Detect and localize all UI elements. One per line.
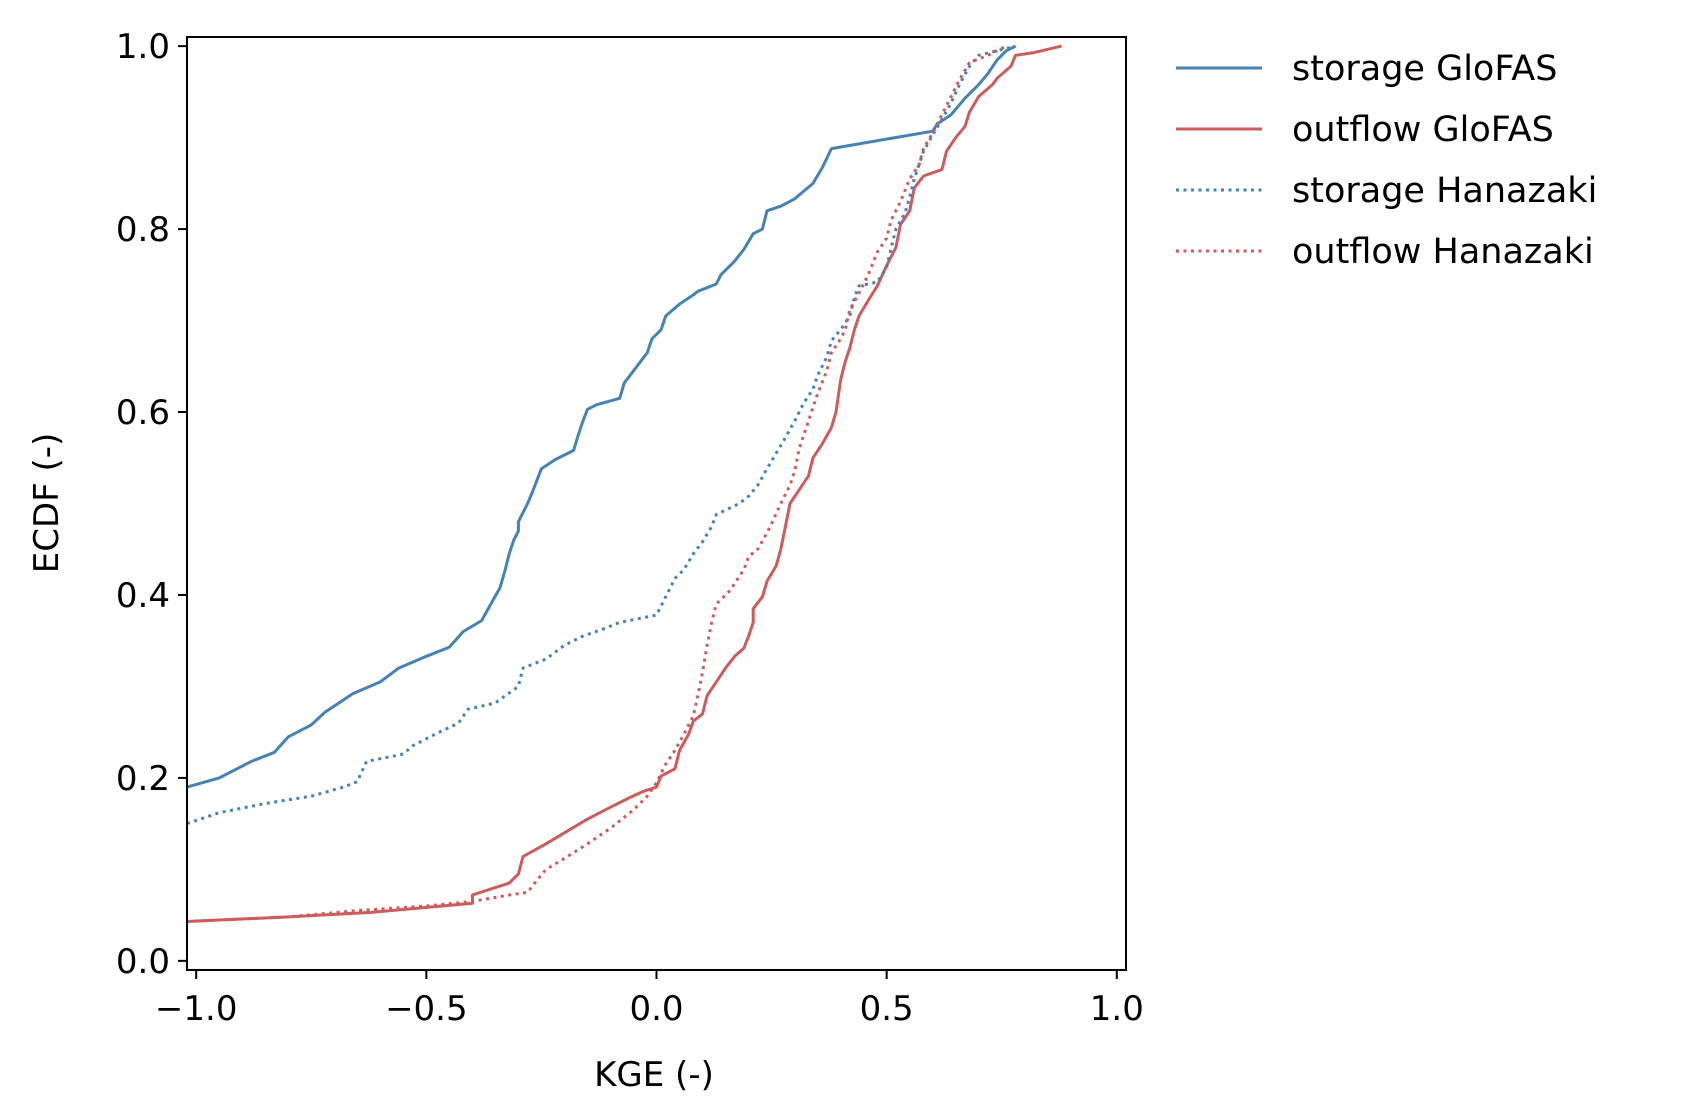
series-line-storage-glofas [186, 44, 1017, 789]
legend-item-storage-glofas: storage GloFAS [1176, 49, 1557, 89]
legend-label: outflow GloFAS [1292, 110, 1554, 150]
x-tick-label: 1.0 [1090, 989, 1144, 1029]
series-layer [186, 44, 1062, 923]
x-tick-label: 0.0 [629, 989, 683, 1029]
legend-label: storage Hanazaki [1292, 171, 1597, 211]
y-axis-label: ECDF (-) [27, 433, 67, 574]
legend-item-outflow-hanazaki: outflow Hanazaki [1176, 232, 1594, 272]
series-line-outflow-hanazaki [186, 44, 1007, 923]
legend-item-outflow-glofas: outflow GloFAS [1176, 110, 1554, 150]
y-tick-label: 1.0 [116, 27, 170, 67]
y-tick-label: 0.4 [116, 576, 170, 616]
y-tick-label: 0.2 [116, 759, 170, 799]
legend-label: outflow Hanazaki [1292, 232, 1594, 272]
legend-label: storage GloFAS [1292, 49, 1557, 89]
x-axis-label: KGE (-) [594, 1055, 714, 1095]
x-tick-label: −1.0 [155, 989, 238, 1029]
series-line-outflow-glofas [186, 44, 1062, 923]
legend-item-storage-hanazaki: storage Hanazaki [1176, 171, 1597, 211]
x-tick-label: −0.5 [385, 989, 468, 1029]
series-line-storage-hanazaki [186, 44, 1016, 826]
x-tick-label: 0.5 [860, 989, 914, 1029]
x-axis: −1.0 −0.5 0.0 0.5 1.0 [155, 970, 1144, 1029]
y-axis: 0.0 0.2 0.4 0.6 0.8 1.0 [116, 27, 187, 982]
plot-frame [186, 36, 1127, 971]
y-tick-label: 0.0 [116, 942, 170, 982]
y-tick-label: 0.8 [116, 210, 170, 250]
y-tick-label: 0.6 [116, 393, 170, 433]
legend: storage GloFAS outflow GloFAS storage Hana… [1176, 49, 1597, 272]
